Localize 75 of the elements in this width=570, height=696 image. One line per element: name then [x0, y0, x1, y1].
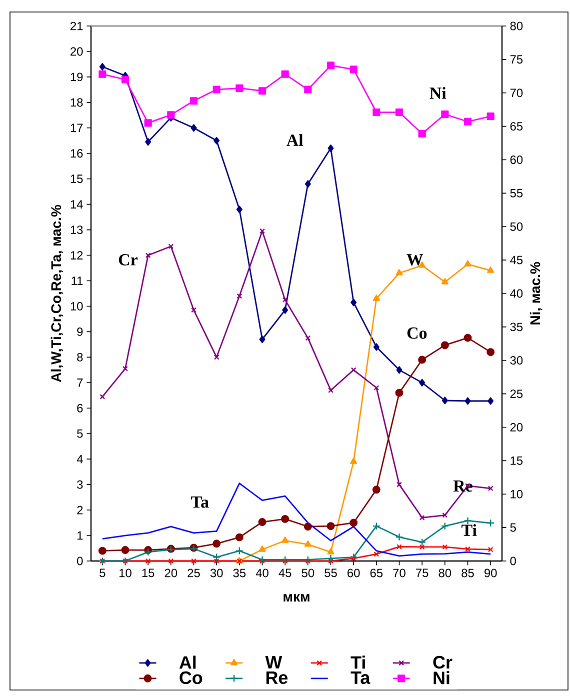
- x-tick-label: 40: [256, 568, 268, 578]
- y-tick-label: 4: [76, 454, 83, 464]
- annotation: Ti: [462, 524, 477, 536]
- y-tick-label: 15: [70, 174, 83, 184]
- y-tick-label: 17: [70, 124, 83, 132]
- x-tick-label: 15: [142, 568, 154, 578]
- legend-label: Ni: [434, 671, 450, 684]
- legend-label: Ti: [350, 656, 365, 669]
- x-tick-label: 60: [348, 568, 360, 578]
- annotation: Ta: [191, 496, 209, 508]
- annotation: Ni: [430, 86, 446, 99]
- x-tick-label: 10: [120, 568, 132, 578]
- x-tick-label: 20: [164, 568, 178, 578]
- x-tick-label: 45: [278, 568, 292, 578]
- y-tick-label: 13: [70, 226, 83, 234]
- y-tick-label: 12: [70, 251, 83, 260]
- legend-label: W: [265, 656, 282, 668]
- y-tick-label: 0: [77, 556, 83, 566]
- y2-tick-label: 10: [510, 490, 523, 498]
- y2-tick-label: 65: [510, 122, 523, 131]
- legend-label: Cr: [433, 656, 452, 669]
- x-tick-label: 25: [188, 568, 200, 578]
- y-axis-title: Al,W,Ti,Cr,Co,Re,Ta, мас.%: [50, 204, 64, 382]
- y2-tick-label: 55: [510, 189, 523, 198]
- y-tick-label: 3: [77, 480, 83, 489]
- y-tick-label: 21: [70, 22, 83, 30]
- legend-label: Ta: [350, 671, 370, 684]
- x-tick-label: 75: [416, 568, 428, 578]
- y-tick-label: 10: [70, 302, 83, 310]
- x-tick-label: 70: [393, 568, 406, 578]
- y-tick-label: 5: [77, 429, 83, 438]
- y2-tick-label: 60: [510, 156, 523, 164]
- legend-label: Re: [266, 671, 288, 684]
- y2-tick-label: 45: [510, 256, 523, 264]
- y2-tick-label: 25: [510, 390, 523, 398]
- y-tick-label: 9: [77, 327, 83, 336]
- x-tick-label: 35: [233, 568, 246, 578]
- y2-tick-label: 15: [510, 456, 523, 465]
- y2-tick-label: 75: [510, 55, 523, 64]
- legend-label: Al: [179, 656, 196, 669]
- x-tick-label: 55: [324, 568, 337, 578]
- y-tick-label: 14: [70, 200, 83, 208]
- y-tick-label: 2: [77, 506, 83, 514]
- annotation: Co: [407, 327, 427, 339]
- y2-tick-label: 35: [510, 322, 523, 332]
- x-tick-label: 30: [210, 568, 223, 578]
- x-tick-label: 85: [462, 568, 474, 578]
- y-tick-label: 20: [70, 47, 83, 56]
- y2-tick-label: 30: [510, 356, 523, 365]
- y-tick-label: 18: [70, 98, 83, 107]
- y2-tick-label: 70: [510, 88, 523, 98]
- y-tick-label: 7: [77, 378, 83, 387]
- y2-tick-label: 50: [510, 222, 523, 231]
- annotation: Al: [286, 134, 304, 146]
- y2-tick-label: 20: [510, 423, 523, 432]
- x-axis-title: мкм: [284, 594, 310, 602]
- y-tick-label: 8: [77, 352, 83, 362]
- y2-tick-label: 0: [510, 556, 516, 566]
- y2-axis-title: Ni, мас.%: [530, 262, 542, 324]
- x-tick-label: 80: [438, 568, 452, 578]
- x-tick-label: 50: [302, 568, 314, 578]
- y2-tick-label: 40: [510, 289, 523, 298]
- x-tick-label: 5: [100, 568, 106, 578]
- y2-tick-label: 5: [510, 523, 516, 532]
- legend-label: Co: [180, 671, 202, 684]
- y-tick-label: 6: [77, 404, 83, 412]
- annotation: W: [406, 254, 424, 266]
- y-tick-label: 1: [77, 531, 83, 540]
- y-tick-label: 11: [72, 276, 83, 285]
- annotation: Cr: [118, 254, 138, 266]
- x-tick-label: 65: [370, 568, 383, 578]
- x-tick-label: 90: [484, 568, 497, 578]
- y2-tick-label: 80: [510, 22, 523, 30]
- y-tick-label: 16: [70, 149, 83, 158]
- y-tick-label: 19: [70, 72, 83, 82]
